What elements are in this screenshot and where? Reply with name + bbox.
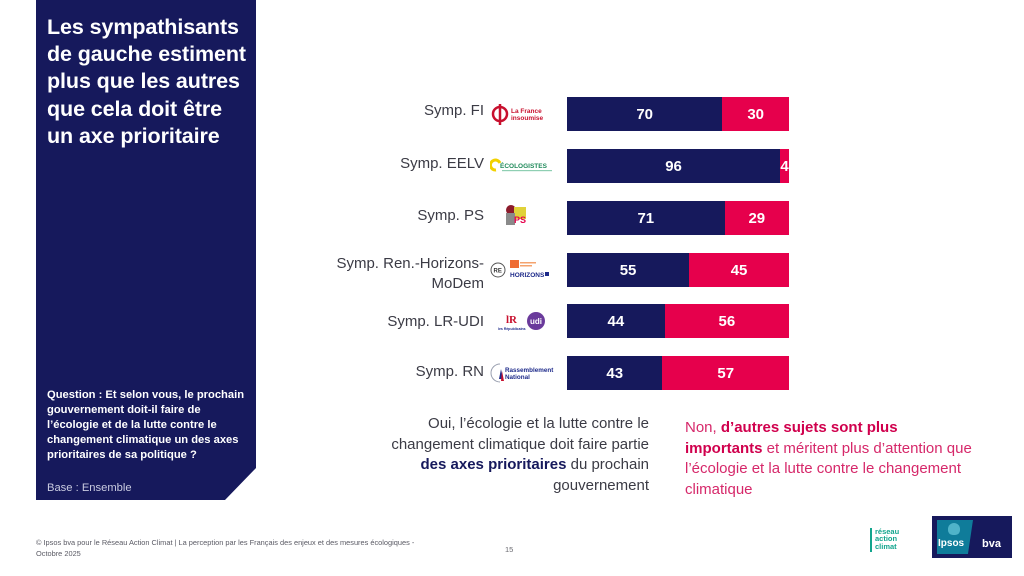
legend-no-text-end: et méritent plus d’attention que l’écolo… [685,439,972,498]
svg-text:HORIZONS: HORIZONS [510,272,545,279]
category-label: Symp. EELV [400,155,484,172]
bar-segment-yes: 70 [567,97,723,131]
svg-text:Rassemblement: Rassemblement [505,367,554,374]
svg-text:lR: lR [506,314,518,326]
bar-row: 96 4 [567,149,789,183]
lr-udi-logo: lR les Républicains udi [490,310,560,334]
renaissance-horizons-modem-logo: RE HORIZONS [490,258,560,282]
bar-segment-yes: 43 [567,356,663,390]
copyright-footer: © Ipsos bva pour le Réseau Action Climat… [36,538,415,558]
legend-yes-bold: des axes prioritaires [420,456,567,473]
bar-segment-yes: 96 [567,149,781,183]
survey-question: Question : Et selon vous, le prochain go… [47,389,245,461]
reseau-action-climat-logo: réseau action climat [870,528,912,552]
bar-segment-no: 56 [664,304,789,338]
svg-text:les Républicains: les Républicains [498,327,526,331]
legend-yes-text-end: du prochain gouvernement [553,456,649,494]
category-label: Symp. LR-UDI [387,313,484,330]
bar-row: 70 30 [567,97,789,131]
legend-yes: Oui, l’écologie et la lutte contre le ch… [372,414,649,496]
bar-segment-no: 45 [689,253,789,287]
svg-text:insoumise: insoumise [511,115,544,122]
category-label-line: Symp. Ren.-Horizons- [336,255,484,272]
legend-no-text: Non, [685,419,721,436]
svg-text:RE: RE [494,269,502,275]
legend-no-bold: d’autres sujets sont plus importants [685,419,898,457]
legend-no: Non, d’autres sujets sont plus important… [685,418,975,500]
svg-text:La France: La France [511,108,542,115]
la-france-insoumise-logo: La France insoumise [490,102,560,126]
bar-row: 71 29 [567,201,789,235]
category-label: Symp. Ren.-Horizons- MoDem [336,254,484,294]
bar-segment-yes: 44 [567,304,665,338]
bva-wordmark: bva [982,538,1001,550]
svg-text:PS: PS [514,215,526,225]
bar-segment-no: 4 [780,149,789,183]
ps-logo: PS [490,203,560,227]
title-panel: Les sympathisants de gauche estiment plu… [36,0,256,500]
svg-text:udi: udi [530,317,542,326]
slide-title: Les sympathisants de gauche estiment plu… [47,15,246,148]
category-label: Symp. PS [417,207,484,224]
ipsos-head-icon [948,523,960,535]
bar-row: 55 45 [567,253,789,287]
legend-yes-text: Oui, l’écologie et la lutte contre le ch… [391,415,649,453]
svg-text:National: National [505,374,530,381]
bar-segment-no: 57 [662,356,789,390]
bar-segment-yes: 71 [567,201,725,235]
bar-segment-no: 30 [722,97,789,131]
category-label: Symp. FI [423,102,484,119]
bar-segment-no: 29 [724,201,789,235]
category-label-line: MoDem [431,275,484,292]
category-label: Symp. RN [415,363,484,380]
les-ecologistes-logo: ÉCOLOGISTES [490,154,560,178]
bar-segment-yes: 55 [567,253,690,287]
ipsos-bva-logo: Ipsos bva [932,516,1012,558]
rac-logo-text: réseau action climat [875,527,900,551]
rassemblement-national-logo: Rassemblement National [490,361,560,385]
bar-row: 44 56 [567,304,789,338]
bar-row: 43 57 [567,356,789,390]
ipsos-wordmark: Ipsos [938,538,965,549]
svg-text:ÉCOLOGISTES: ÉCOLOGISTES [500,161,548,170]
survey-base: Base : Ensemble [47,482,132,494]
page-number: 15 [505,545,514,554]
